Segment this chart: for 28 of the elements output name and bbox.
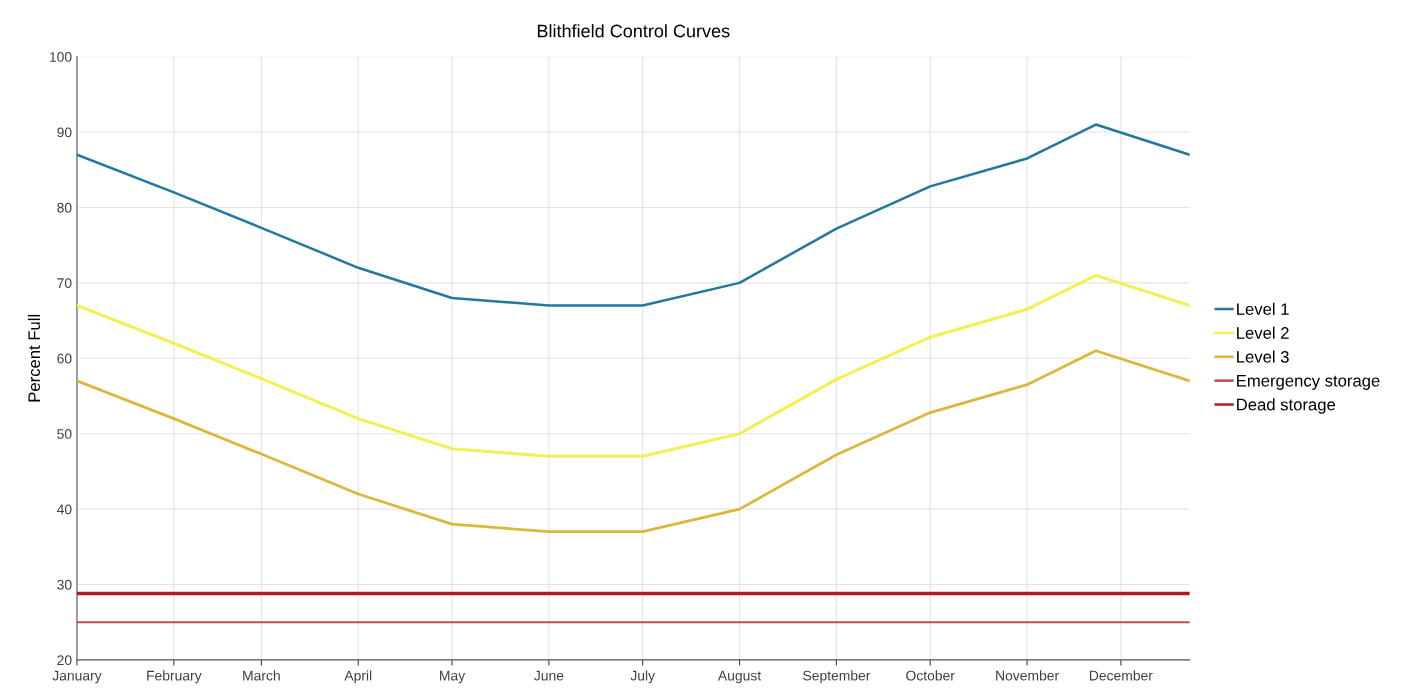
x-tick-label: February (147, 670, 202, 684)
legend-label: Level 2 (1237, 326, 1289, 339)
x-tick-label: March (243, 670, 280, 681)
chart-title: Blithfield Control Curves (537, 24, 730, 38)
x-tick-label: July (630, 670, 655, 684)
x-tick-label: October (906, 670, 955, 681)
x-tick-label: December (1089, 670, 1153, 681)
x-tick-label: January (52, 670, 102, 684)
y-tick-label: 90 (57, 127, 72, 138)
y-tick-label: 50 (57, 429, 72, 439)
x-tick-label: June (534, 670, 564, 681)
y-tick-label: 60 (57, 353, 72, 364)
y-tick-label: 40 (56, 504, 72, 515)
x-tick-label: April (344, 670, 372, 684)
x-tick-label: May (440, 670, 466, 684)
x-tick-label: August (717, 670, 762, 684)
legend-label: Level 1 (1237, 302, 1289, 316)
y-axis-title: Percent Full (27, 314, 41, 402)
x-tick-label: November (996, 670, 1059, 681)
legend-label: Level 3 (1237, 350, 1289, 363)
y-tick-label: 30 (57, 579, 72, 590)
y-tick-label: 70 (57, 278, 72, 289)
y-tick-label: 80 (57, 202, 72, 213)
y-tick-label: 20 (57, 655, 72, 666)
y-tick-label: 100 (49, 52, 72, 62)
legend-label: Emergency storage (1237, 375, 1380, 390)
x-tick-label: September (803, 670, 871, 684)
legend-label: Dead storage (1237, 398, 1336, 414)
